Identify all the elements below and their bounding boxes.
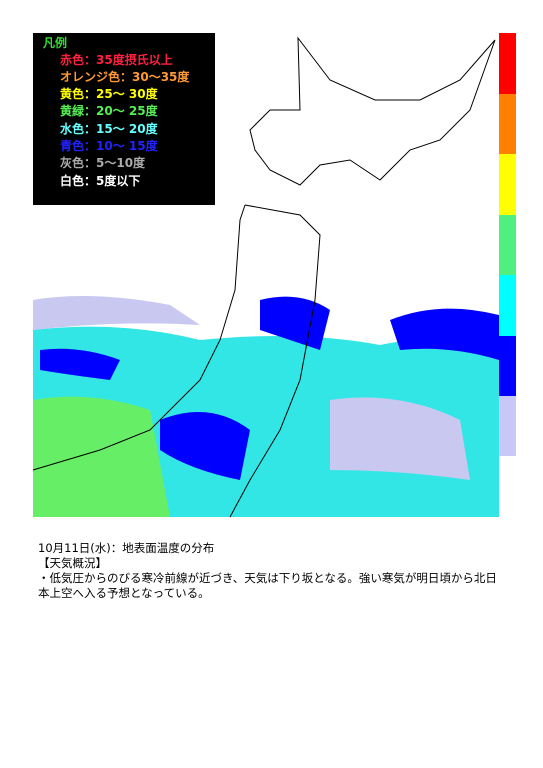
legend-item: オレンジ色：30～35度: [60, 70, 190, 84]
caption-body: ・低気圧からのびる寒冷前線が近づき、天気は下り坂となる。強い寒気が明日頃から北日…: [38, 571, 497, 600]
cloud-blue: [160, 412, 250, 480]
legend-item: 白色：5度以下: [60, 174, 141, 188]
legend-item: 青色：10～ 15度: [60, 139, 158, 153]
cloud-blue: [40, 348, 120, 380]
coastline: [32, 204, 321, 518]
legend-item: 赤色：35度摂氏以上: [60, 53, 173, 67]
caption: 10月11日(水)：地表面温度の分布 【天気概況】 ・低気圧からのびる寒冷前線が…: [38, 541, 500, 601]
legend-item: 水色：15～ 20度: [60, 122, 158, 136]
cloud-blue: [390, 308, 499, 360]
coastline: [249, 36, 496, 186]
color-bar: [499, 94, 516, 154]
legend-item: 黄緑：20～ 25度: [60, 104, 158, 118]
legend-item: 灰色：5～10度: [60, 156, 146, 170]
legend-item: 黄色：25～ 30度: [60, 87, 158, 101]
color-bar: [499, 396, 516, 456]
legend-title: 凡例: [43, 36, 68, 50]
cloud-gray: [33, 296, 200, 330]
color-bar: [499, 275, 516, 336]
color-bar: [499, 154, 516, 215]
color-bar: [499, 336, 516, 396]
color-bar: [499, 33, 516, 94]
legend: 凡例 赤色：35度摂氏以上 オレンジ色：30～35度 黄色：25～ 30度 黄緑…: [33, 33, 215, 205]
cloud-green: [33, 396, 170, 517]
caption-date: 10月11日(水)：地表面温度の分布: [38, 541, 215, 555]
color-bar: [499, 215, 516, 275]
caption-heading: 【天気概況】: [38, 556, 107, 570]
cloud-blue: [260, 296, 330, 350]
cloud-gray: [330, 397, 470, 480]
